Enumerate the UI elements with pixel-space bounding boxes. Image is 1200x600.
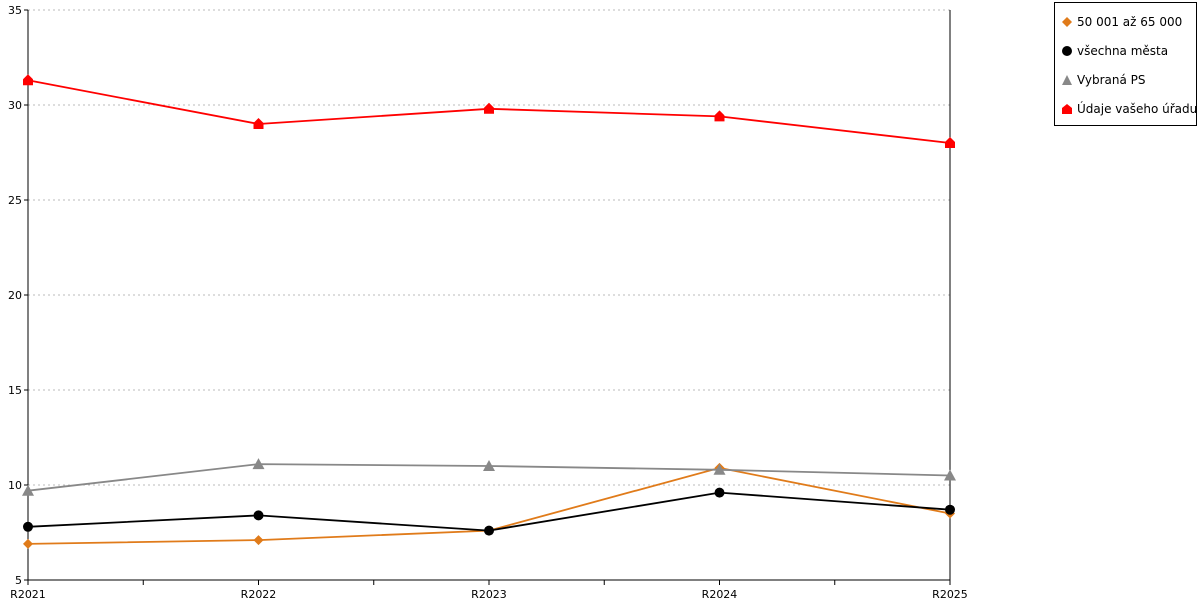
- x-tick-label: R2025: [932, 588, 968, 600]
- x-tick-label: R2024: [702, 588, 738, 600]
- y-tick-label: 5: [15, 574, 22, 587]
- legend-item-2: Vybraná PS: [1061, 72, 1146, 88]
- y-axis-ticks: 5 10 15 20 25 30 35: [8, 4, 28, 587]
- y-tick-label: 35: [8, 4, 22, 17]
- legend-label-1: všechna města: [1077, 44, 1169, 58]
- data-point: [944, 469, 956, 481]
- y-tick-label: 10: [8, 479, 22, 492]
- data-point: [23, 538, 33, 549]
- data-point: [23, 521, 33, 532]
- data-point: [714, 110, 725, 122]
- x-tick-label: R2021: [10, 588, 46, 600]
- x-axis-ticks: R2021 R2022 R2023 R2024 R2025: [10, 580, 968, 600]
- data-point: [253, 510, 264, 521]
- y-tick-label: 20: [8, 289, 22, 302]
- data-point: [253, 118, 264, 129]
- legend-label-3: Údaje vašeho úřadu: [1077, 102, 1198, 116]
- legend: 50 001 až 65 000 všechna města Vybraná P…: [1054, 2, 1197, 126]
- series-layer: [22, 74, 956, 549]
- x-tick-label: R2023: [471, 588, 507, 600]
- triangle-marker-icon: [1062, 75, 1072, 85]
- legend-label-0: 50 001 až 65 000: [1077, 15, 1183, 29]
- data-point: [23, 74, 33, 86]
- legend-item-3: Údaje vašeho úřadu: [1061, 101, 1197, 117]
- y-tick-label: 15: [8, 384, 22, 397]
- data-point: [945, 137, 955, 148]
- data-point: [253, 535, 264, 546]
- grid-lines: [28, 9, 950, 486]
- data-point: [484, 525, 494, 536]
- data-point: [945, 504, 955, 515]
- y-tick-label: 25: [8, 194, 22, 207]
- y-tick-label: 30: [8, 99, 22, 112]
- data-point: [713, 463, 726, 475]
- legend-item-0: 50 001 až 65 000: [1061, 14, 1182, 30]
- series-3: [23, 74, 955, 148]
- x-tick-label: R2022: [241, 588, 277, 600]
- house-marker-icon: [1062, 104, 1072, 114]
- diamond-marker-icon: [1062, 17, 1072, 27]
- data-point: [483, 460, 495, 471]
- data-point: [252, 458, 265, 470]
- data-point: [714, 487, 725, 498]
- series-line: [27, 491, 951, 532]
- series-1: [23, 487, 955, 536]
- legend-label-2: Vybraná PS: [1077, 73, 1146, 87]
- data-point: [484, 102, 494, 114]
- circle-marker-icon: [1062, 46, 1072, 56]
- legend-item-1: všechna města: [1061, 43, 1168, 59]
- series-2: [22, 458, 956, 496]
- data-point: [22, 484, 34, 496]
